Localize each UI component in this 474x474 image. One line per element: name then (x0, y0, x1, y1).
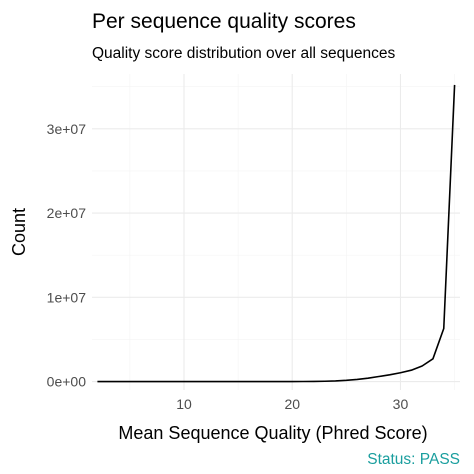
y-tick-label: 2e+07 (47, 205, 87, 221)
y-tick-label: 3e+07 (47, 121, 87, 137)
quality-count-line (97, 84, 456, 383)
grid (92, 74, 460, 390)
chart-title: Per sequence quality scores (92, 10, 356, 33)
x-axis-label: Mean Sequence Quality (Phred Score) (118, 423, 427, 443)
chart-subtitle: Quality score distribution over all sequ… (92, 45, 396, 62)
x-tick-label: 20 (284, 396, 300, 412)
x-tick-label: 10 (176, 396, 192, 412)
y-axis-ticks: 0e+00 1e+07 2e+07 3e+07 (47, 121, 87, 390)
y-tick-label: 1e+07 (47, 289, 87, 305)
series-layer (97, 84, 456, 383)
status-text: Status: PASS (367, 451, 460, 468)
y-tick-label: 0e+00 (47, 374, 87, 390)
x-axis-ticks: 10 20 30 (176, 396, 408, 412)
x-tick-label: 30 (393, 396, 409, 412)
y-axis-label: Count (9, 208, 29, 256)
